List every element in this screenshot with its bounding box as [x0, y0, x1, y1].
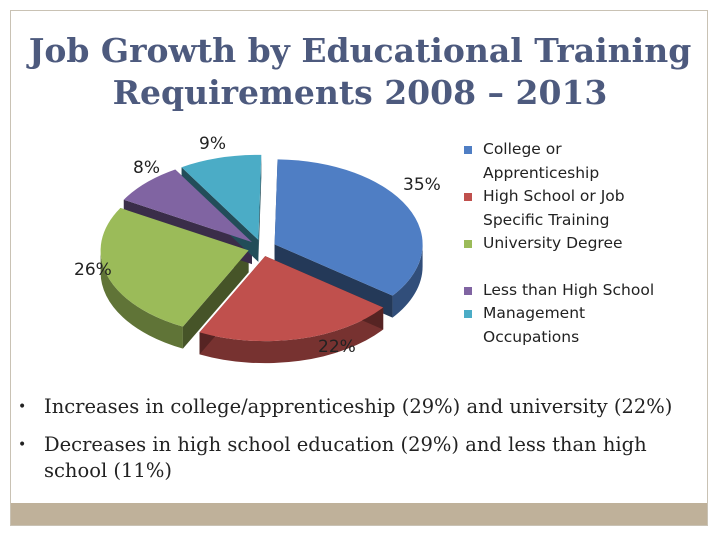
bullet-text: Increases in college/apprenticeship (29%… [44, 395, 673, 418]
bullet-dot: • [18, 399, 27, 415]
legend-label-university: University Degree [483, 234, 623, 252]
bullet-item: • Decreases in high school education (29… [18, 432, 698, 484]
bullet-dot: • [18, 437, 27, 453]
pie-slice-less-than-hs [123, 169, 252, 243]
slice-label-university: 26% [74, 260, 112, 280]
slice-label-high-school: 22% [318, 337, 356, 357]
legend-label-management: Management Occupations [483, 304, 586, 346]
legend-item-management: Management Occupations [462, 302, 662, 349]
legend-swatch-less-than-hs [464, 286, 472, 295]
legend-item-college: College or Apprenticeship [462, 138, 662, 185]
bullet-list: • Increases in college/apprenticeship (2… [18, 394, 698, 496]
bullet-text: Decreases in high school education (29%)… [44, 433, 647, 482]
legend-label-less-than-hs: Less than High School [483, 280, 655, 299]
title-line-1: Job Growth by Educational Training [28, 31, 692, 70]
bullet-item: • Increases in college/apprenticeship (2… [18, 394, 698, 420]
pie-slice-management [181, 154, 262, 240]
legend-item-high-school: High School or Job Specific Training [462, 185, 662, 232]
slice-label-less-than-hs: 8% [133, 158, 160, 178]
slice-label-college: 35% [403, 175, 441, 195]
chart-legend: College or Apprenticeship High School or… [462, 138, 662, 349]
legend-item-less-than-hs: Less than High School [462, 279, 662, 303]
pie-slice-university [100, 208, 249, 327]
legend-swatch-management [464, 310, 472, 318]
legend-item-university: University Degree [462, 232, 662, 256]
slice-label-management: 9% [199, 134, 226, 154]
pie-slice-college [274, 159, 423, 296]
legend-label-college: College or Apprenticeship [483, 140, 600, 182]
pie-slice-high-school [199, 256, 384, 342]
slide-title: Job Growth by Educational Training Requi… [20, 30, 700, 114]
footer-bar [11, 503, 707, 525]
legend-swatch-university [464, 240, 472, 248]
legend-swatch-college [464, 146, 472, 154]
legend-label-high-school: High School or Job Specific Training [483, 187, 625, 229]
legend-swatch-high-school [464, 193, 472, 201]
title-line-2: Requirements 2008 – 2013 [112, 73, 608, 112]
